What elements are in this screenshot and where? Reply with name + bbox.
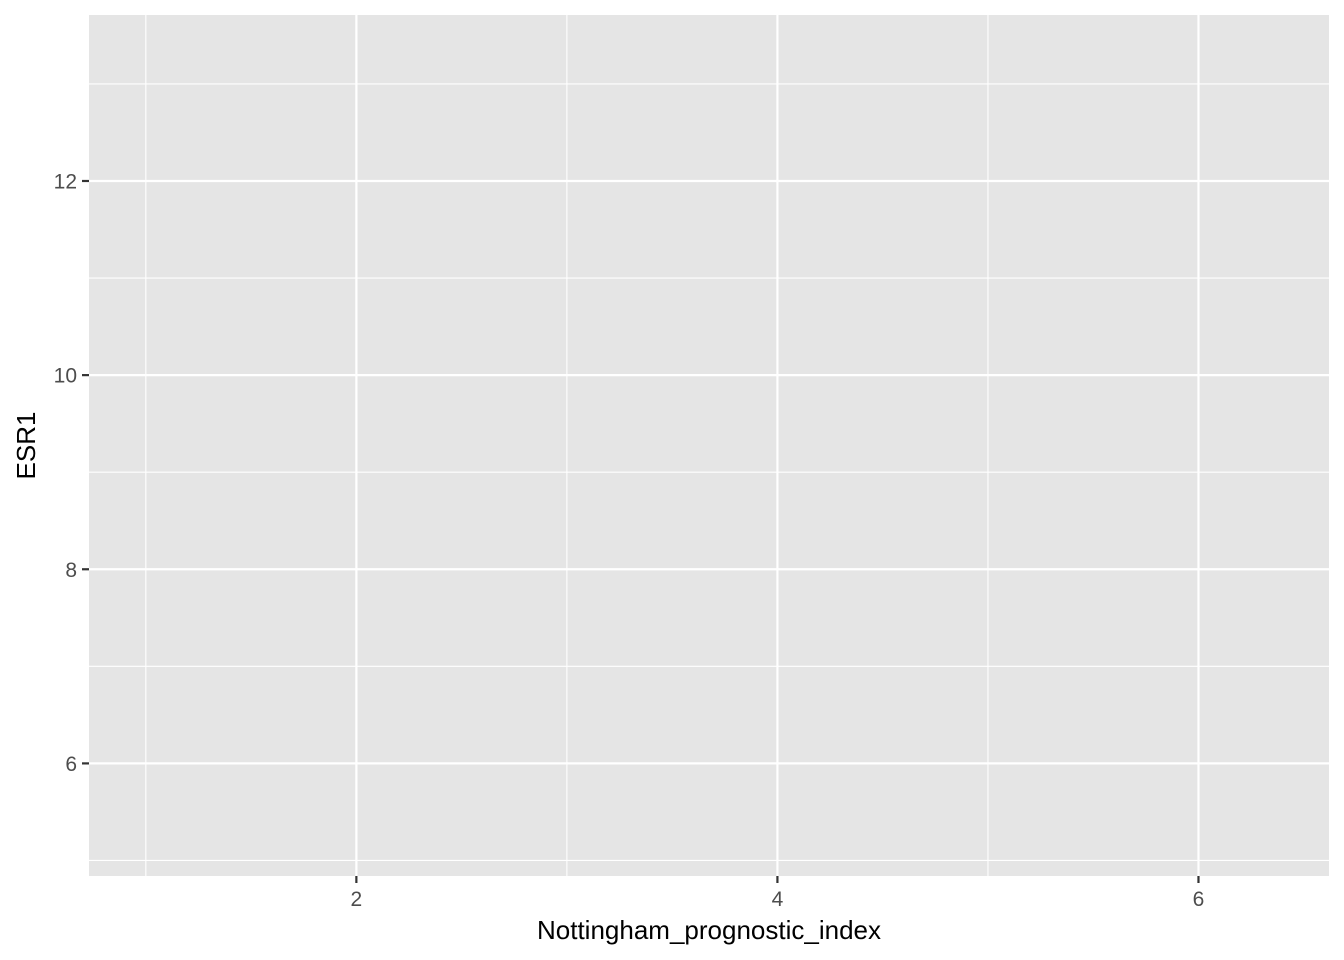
y-axis-title: ESR1 [11,412,41,480]
y-axis: 6 8 10 12 [54,170,89,776]
y-tick-label: 12 [54,170,77,193]
x-tick-label: 4 [772,888,784,911]
y-tick-label: 8 [65,559,77,582]
x-tick-label: 2 [351,888,363,911]
y-tick-label: 10 [54,365,77,388]
x-axis: 2 4 6 [351,876,1205,911]
minor-gridlines [89,15,1329,876]
x-tick-label: 6 [1193,888,1205,911]
y-tick-label: 6 [65,753,77,776]
x-axis-title: Nottingham_prognostic_index [537,915,881,945]
major-gridlines [89,15,1329,876]
plot-panel [89,15,1329,876]
